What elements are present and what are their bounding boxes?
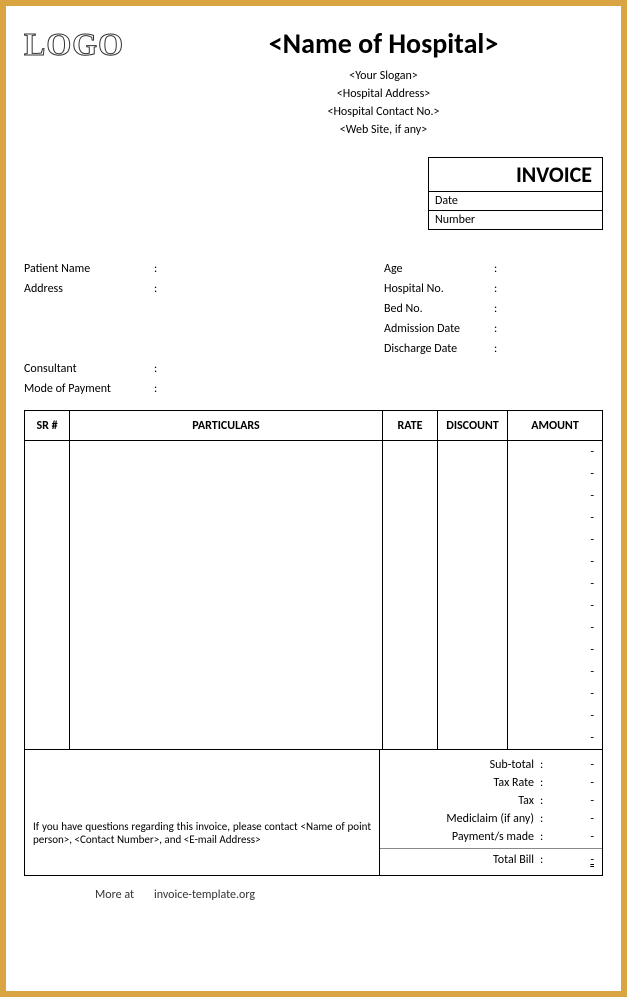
- totalbill-label: Total Bill: [380, 853, 540, 867]
- hospital-address: <Hospital Address>: [164, 85, 603, 103]
- footer-more: More at: [24, 888, 154, 902]
- invoice-date-label: Date: [429, 192, 602, 211]
- invoice-page: LOGO <Name of Hospital> <Your Slogan> <H…: [6, 6, 621, 991]
- invoice-meta-box: INVOICE Date Number: [428, 157, 603, 230]
- payments-value: -: [552, 830, 602, 844]
- col-sr: SR #: [25, 411, 70, 441]
- line-items-table: SR # PARTICULARS RATE DISCOUNT AMOUNT --…: [24, 410, 603, 750]
- slogan: <Your Slogan>: [164, 67, 603, 85]
- col-amount: AMOUNT: [508, 411, 603, 441]
- payment-mode-label: Mode of Payment: [24, 380, 154, 398]
- footer: More at invoice-template.org: [24, 888, 603, 902]
- tax-label: Tax: [380, 794, 540, 808]
- table-row: -: [25, 639, 603, 661]
- bed-no-label: Bed No.: [384, 300, 494, 318]
- table-row: -: [25, 727, 603, 750]
- footer-site: invoice-template.org: [154, 888, 255, 902]
- mediclaim-value: -: [552, 812, 602, 826]
- table-row: -: [25, 573, 603, 595]
- table-row: -: [25, 529, 603, 551]
- hospital-no-label: Hospital No.: [384, 280, 494, 298]
- hospital-info: <Name of Hospital> <Your Slogan> <Hospit…: [164, 26, 603, 139]
- table-row: -: [25, 551, 603, 573]
- invoice-title: INVOICE: [429, 158, 602, 192]
- payments-label: Payment/s made: [380, 830, 540, 844]
- taxrate-label: Tax Rate: [380, 776, 540, 790]
- table-header-row: SR # PARTICULARS RATE DISCOUNT AMOUNT: [25, 411, 603, 441]
- logo-placeholder: LOGO: [24, 26, 124, 63]
- admission-date-label: Admission Date: [384, 320, 494, 338]
- patient-info-right: Age: Hospital No.: Bed No.: Admission Da…: [384, 260, 603, 400]
- col-particulars: PARTICULARS: [70, 411, 383, 441]
- table-body: --------------: [25, 441, 603, 750]
- patient-info: Patient Name: Address: Consultant: Mode …: [24, 260, 603, 400]
- discharge-date-label: Discharge Date: [384, 340, 494, 358]
- patient-name-label: Patient Name: [24, 260, 154, 278]
- table-row: -: [25, 485, 603, 507]
- table-row: -: [25, 617, 603, 639]
- subtotal-label: Sub-total: [380, 758, 540, 772]
- hospital-contact: <Hospital Contact No.>: [164, 103, 603, 121]
- table-row: -: [25, 683, 603, 705]
- invoice-number-label: Number: [429, 211, 602, 229]
- col-discount: DISCOUNT: [438, 411, 508, 441]
- hospital-website: <Web Site, if any>: [164, 121, 603, 139]
- table-row: -: [25, 507, 603, 529]
- table-row: -: [25, 705, 603, 727]
- table-row: -: [25, 463, 603, 485]
- totals: Sub-total:- Tax Rate:- Tax:- Mediclaim (…: [380, 750, 602, 875]
- table-row: -: [25, 595, 603, 617]
- table-row: -: [25, 661, 603, 683]
- totalbill-value: -: [552, 853, 602, 867]
- contact-note: If you have questions regarding this inv…: [25, 750, 380, 875]
- table-row: -: [25, 441, 603, 464]
- mediclaim-label: Mediclaim (if any): [380, 812, 540, 826]
- subtotal-value: -: [552, 758, 602, 772]
- consultant-label: Consultant: [24, 360, 154, 378]
- tax-value: -: [552, 794, 602, 808]
- summary-section: If you have questions regarding this inv…: [24, 750, 603, 876]
- taxrate-value: -: [552, 776, 602, 790]
- hospital-name: <Name of Hospital>: [164, 26, 603, 61]
- patient-info-left: Patient Name: Address: Consultant: Mode …: [24, 260, 384, 400]
- col-rate: RATE: [383, 411, 438, 441]
- age-label: Age: [384, 260, 494, 278]
- address-label: Address: [24, 280, 154, 298]
- header: LOGO <Name of Hospital> <Your Slogan> <H…: [24, 26, 603, 139]
